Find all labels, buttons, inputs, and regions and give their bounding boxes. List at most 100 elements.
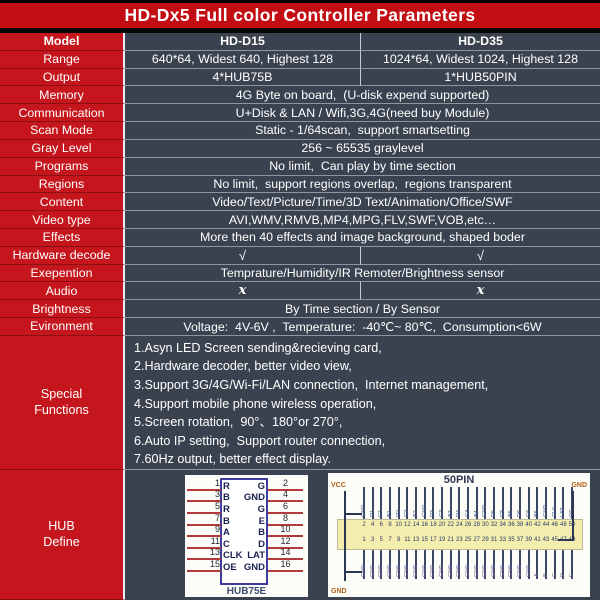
hub50pin-bottom-number: 41 [533,536,541,543]
hub75-right-signal: GND [243,492,265,504]
hub75-connector-outline [220,477,268,585]
row-value: No limit, support regions overlap, regio… [125,176,600,194]
hub75-left-signal: R [223,503,230,515]
hub50pin-bottom-number: 29 [481,536,489,543]
row-label: Range [0,50,125,69]
hub75-name: HUB75E [226,585,267,597]
row-label: Memory [0,86,125,105]
row-cells: Voltage: 4V-6V , Temperature: -40℃~ 80℃,… [125,318,600,336]
hub50pin-top-number: 26 [464,521,472,528]
hub75-left-signal: A [223,527,230,539]
hub75-right-signal: GND [243,561,265,573]
row-value-d15: √ [125,247,360,265]
hub75-left-signal: OE [223,561,237,573]
hub-define-body: HUB75E 1 2 R G 3 4 B GND 5 6 R G 7 8 B E 9 10 A B 11 12 C D 13 14… [125,470,600,600]
hub50pin-top-signal: B1 [387,510,393,517]
table-row: Audio x x [0,282,600,301]
hub50pin-top-number: 10 [395,521,402,528]
title-bar: HD-Dx5 Full color Controller Parameters [0,3,600,28]
hub50pin-top-signal: B3 [447,510,454,517]
hub75-right-pin-number: 14 [268,547,303,561]
row-label: Scan Mode [0,122,125,140]
hub75-signal-row: OE GND [223,562,265,573]
hub75-right-pin-number: 2 [268,478,303,491]
hub50pin-bottom-number: 49 [568,536,576,543]
hub50pin-bottom-signal: GND [525,564,532,577]
hub50pin-bottom-signal: E [569,573,575,577]
wire-stub-top-left [344,512,362,515]
hub50pin-top-signal: R4 [456,509,463,517]
row-value: More then 40 effects and image backgroun… [125,229,600,247]
hub50pin-bottom-signal: B [543,573,549,577]
hub50pin-top-number: 46 [551,521,559,528]
hub50pin-bottom-signal: GND [473,564,480,577]
row-cells: Video/Text/Picture/Time/3D Text/Animatio… [125,193,600,212]
table-row: Memory 4G Byte on board, (U-disk expend s… [0,86,600,105]
hub75-right-signal: E [258,515,265,527]
hub75-left-pin-number: 13 [187,547,221,561]
hub50pin-bottom-signal: GND [369,564,376,577]
hub50pin-schematic-diagram: 50PIN VCC GND GND 2 1 GND GND 4 3 R1 GND 6 5 G1 GND… [328,472,590,597]
row-value: 4G Byte on board, (U-disk expend support… [125,86,600,105]
hub-define-label: HUB Define [0,469,125,600]
row-cells: AVI,WMV,RMVB,MP4,MPG,FLV,SWF,VOB,etc… [125,211,600,229]
page-title: HD-Dx5 Full color Controller Parameters [124,5,476,25]
row-label: Content [0,193,125,212]
hub50pin-top-number: 16 [421,521,428,528]
row-label: Regions [0,175,125,194]
row-value-d15: 640*64, Widest 640, Highest 128 [125,51,360,69]
row-cells: 640*64, Widest 640, Highest 128 1024*64, … [125,50,600,69]
special-function-item: 6.Auto IP setting, Support router connec… [134,433,386,448]
hub75-left-pin-number: 5 [187,501,221,514]
row-cells: By Time section / By Sensor [125,300,600,318]
hub75-left-signal: B [223,492,230,504]
hub50pin-bottom-signal: GND [499,564,506,577]
hub-define-label-line: HUB [48,519,75,534]
hub75-right-signal: LAT [247,550,265,562]
hub50pin-bottom-number: 25 [464,536,472,543]
title-bar-frame: HD-Dx5 Full color Controller Parameters [0,0,600,33]
row-cells: No limit, Can play by time section [125,158,600,176]
hub50pin-top-signal: LAT [560,507,567,517]
parameters-table: Model HD-D15 HD-D35 Range 640*64, Widest 640… [0,33,600,336]
special-functions-label-line: Functions [34,403,89,418]
hub50pin-bottom-number: 37 [516,536,524,543]
hub50pin-top-signal: R3 [430,509,437,517]
hub50pin-top-number: 22 [447,521,454,528]
special-function-item: 1.Asyn LED Screen sending&recieving card… [134,340,382,355]
row-value-d35: 1*HUB50PIN [360,68,600,87]
hub50pin-top-number: 24 [455,521,463,528]
hub50pin-top-signal: CLK [551,506,558,517]
hub50pin-bottom-number: 23 [455,536,463,543]
hub50pin-bottom-signal: GND [395,564,402,577]
gnd-top-label: GND [571,481,587,489]
row-cells: More then 40 effects and image backgroun… [125,229,600,247]
hub50pin-bottom-number: 45 [551,536,559,543]
hub75-right-pin-number: 10 [268,524,303,538]
row-label: Output [0,68,125,87]
gnd-wire-right [572,490,574,541]
hub50pin-top-number: 40 [525,521,533,528]
hub50pin-bottom-signal: GND [439,564,445,577]
hub50pin-bottom-number: 27 [473,536,480,543]
hub50pin-top-number: 2 [362,521,366,528]
row-cells: √ √ [125,246,600,265]
hub-define-row: HUB Define HUB75E 1 2 R G 3 4 B GND 5 6 R G 7 8 B E 9 10 A B… [0,469,600,600]
hub50pin-bottom-signal: GND [465,564,471,577]
hub75-left-signal: C [223,538,230,550]
hub50pin-top-number: 4 [370,521,375,528]
row-cells: HD-D15 HD-D35 [125,33,600,51]
hub50pin-top-number: 42 [533,521,541,528]
special-function-item: 4.Support mobile phone wireless operatio… [134,396,377,411]
table-row: Effects More then 40 effects and image ba… [0,228,600,247]
hub50pin-bottom-number: 1 [362,536,366,543]
hub50pin-top-signal: G4 [465,509,471,517]
special-function-item: 7.60Hz output, better effect display. [134,452,331,467]
special-function-item: 2.Hardware decoder, better video view, [134,359,352,374]
hub50pin-bottom-number: 13 [412,536,420,543]
row-value: No limit, Can play by time section [125,158,600,176]
